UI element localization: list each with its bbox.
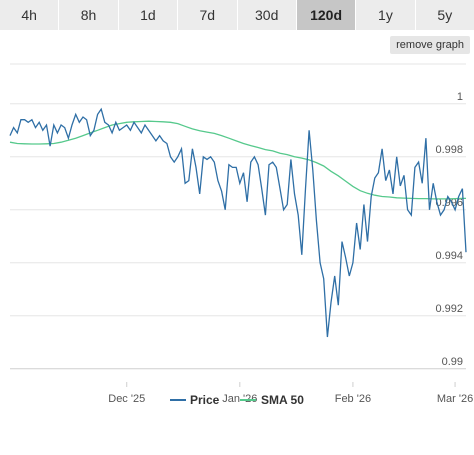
grid-layer: [10, 63, 466, 370]
y-tick-label: 0.992: [435, 303, 463, 315]
price-series-line: [9, 107, 467, 338]
y-tick-label: 0.998: [435, 144, 463, 156]
y-tick-label: 0.994: [435, 250, 463, 262]
sma-series-line: [9, 120, 466, 200]
x-tick-label: Dec '25: [108, 393, 145, 405]
x-axis-ticks: Dec '25 Jan '26 Feb '26 Mar '26: [108, 382, 473, 405]
tab-30d[interactable]: 30d: [237, 0, 297, 30]
tab-4h[interactable]: 4h: [0, 0, 60, 30]
tab-8h[interactable]: 8h: [59, 0, 119, 30]
x-tick-label: Mar '26: [437, 393, 473, 405]
legend-sma-label[interactable]: SMA 50: [261, 393, 304, 407]
tab-7d[interactable]: 7d: [178, 0, 238, 30]
y-tick-label: 0.99: [442, 356, 463, 368]
remove-graph-button[interactable]: remove graph: [390, 36, 470, 54]
tab-5y[interactable]: 5y: [415, 0, 474, 30]
y-tick-label: 1: [457, 91, 463, 103]
timeframe-tabs: 4h 8h 1d 7d 30d 120d 1y 5y: [0, 0, 474, 30]
x-tick-label: Jan '26: [222, 393, 257, 405]
tab-120d[interactable]: 120d: [296, 0, 357, 30]
tab-1d[interactable]: 1d: [118, 0, 179, 30]
x-tick-label: Feb '26: [335, 393, 371, 405]
legend: Price SMA 50: [170, 393, 304, 407]
legend-price-label[interactable]: Price: [190, 393, 220, 407]
tab-1y[interactable]: 1y: [356, 0, 416, 30]
